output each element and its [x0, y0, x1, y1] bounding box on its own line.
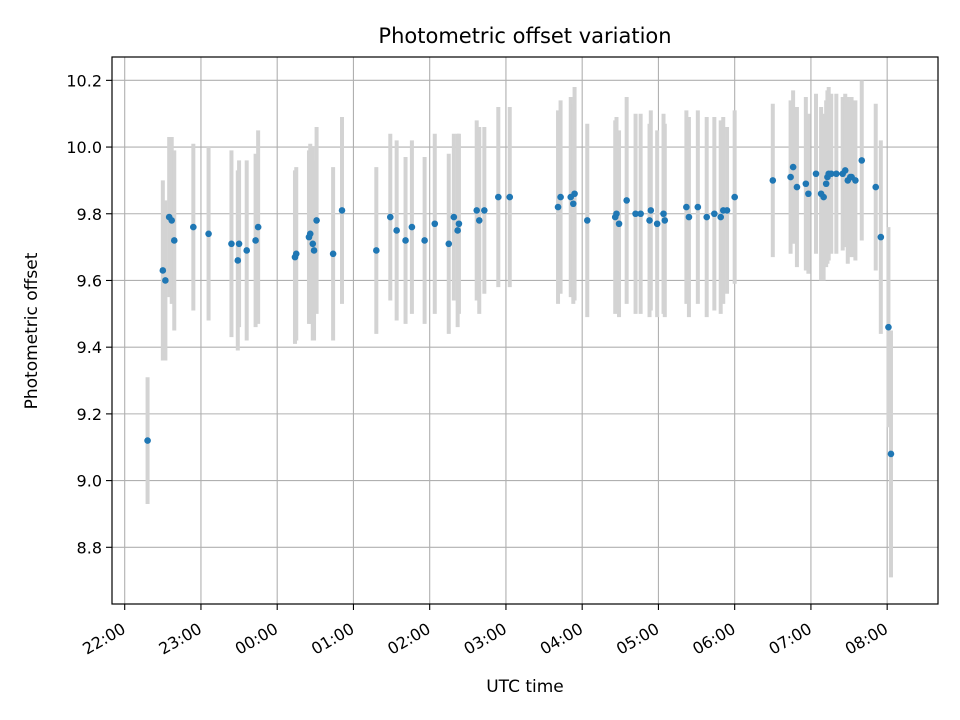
- data-point: [615, 220, 623, 228]
- data-point: [386, 213, 394, 221]
- data-point: [557, 193, 564, 201]
- data-point: [455, 220, 463, 228]
- data-point: [858, 157, 866, 164]
- data-point: [243, 247, 251, 254]
- y-axis: 8.8 9.0 9.2 9.4 9.6 9.8 10.0 10.2: [66, 71, 112, 557]
- data-point: [852, 177, 859, 184]
- data-point: [144, 437, 151, 444]
- data-point: [190, 223, 197, 231]
- data-point: [660, 210, 667, 218]
- y-tick-label: 8.8: [77, 538, 102, 557]
- data-point: [812, 170, 820, 178]
- data-point: [475, 217, 483, 224]
- data-point: [802, 180, 810, 188]
- y-tick-label: 10.0: [66, 138, 102, 157]
- data-point: [637, 210, 644, 218]
- data-point: [723, 207, 731, 214]
- data-point: [885, 323, 892, 331]
- data-point: [205, 230, 212, 238]
- data-point: [306, 230, 314, 238]
- data-point: [805, 190, 812, 198]
- data-point: [653, 220, 661, 228]
- data-point: [569, 200, 577, 208]
- data-point: [421, 237, 428, 244]
- data-point: [329, 250, 337, 258]
- data-point: [252, 237, 259, 244]
- data-point: [793, 183, 801, 191]
- data-point: [313, 217, 320, 224]
- y-tick-label: 9.6: [77, 271, 102, 290]
- data-point: [877, 233, 885, 241]
- data-point: [833, 170, 840, 178]
- data-point: [789, 163, 797, 171]
- data-point: [473, 207, 481, 214]
- y-tick-label: 10.2: [66, 71, 102, 90]
- data-point: [646, 217, 653, 224]
- data-point: [170, 237, 178, 244]
- data-point: [787, 173, 794, 181]
- data-point: [445, 240, 453, 248]
- data-point: [310, 247, 318, 254]
- data-point: [554, 203, 562, 211]
- data-point: [481, 207, 488, 214]
- data-point: [827, 170, 835, 178]
- data-point: [292, 250, 300, 258]
- data-point: [506, 193, 514, 201]
- data-points: [144, 157, 895, 458]
- chart-title: Photometric offset variation: [378, 24, 671, 48]
- data-point: [235, 240, 243, 248]
- data-point: [613, 210, 620, 218]
- y-tick-label: 9.0: [77, 472, 102, 491]
- data-point: [402, 237, 409, 244]
- y-axis-title: Photometric offset: [22, 252, 42, 409]
- data-point: [408, 223, 416, 231]
- x-axis-title: UTC time: [486, 677, 564, 697]
- data-point: [731, 193, 738, 201]
- data-point: [820, 193, 827, 201]
- data-point: [254, 223, 262, 231]
- data-point: [822, 180, 830, 188]
- y-tick-label: 9.4: [77, 338, 102, 357]
- data-point: [450, 213, 458, 221]
- data-point: [309, 240, 317, 248]
- y-tick-label: 9.8: [77, 205, 102, 224]
- data-point: [373, 247, 380, 254]
- data-point: [683, 203, 690, 211]
- data-point: [495, 193, 502, 201]
- data-point: [234, 257, 242, 264]
- data-point: [661, 217, 669, 224]
- data-point: [841, 167, 849, 174]
- data-point: [632, 210, 639, 218]
- data-point: [694, 203, 702, 211]
- data-point: [887, 450, 895, 458]
- data-point: [769, 177, 777, 184]
- data-point: [159, 267, 167, 274]
- data-point: [583, 217, 591, 224]
- y-tick-label: 9.2: [77, 405, 102, 424]
- plot-frame: [111, 56, 939, 605]
- data-point: [872, 183, 880, 191]
- data-point: [393, 227, 400, 234]
- data-point: [703, 213, 711, 221]
- data-point: [454, 227, 461, 234]
- data-point: [338, 207, 346, 214]
- data-point: [162, 277, 169, 284]
- data-point: [431, 220, 439, 228]
- data-point: [571, 190, 578, 198]
- data-point: [623, 197, 630, 204]
- data-point: [647, 207, 655, 214]
- data-point: [717, 213, 724, 221]
- data-point: [228, 240, 235, 248]
- data-point: [685, 213, 693, 221]
- data-point: [711, 210, 718, 218]
- data-point: [168, 217, 176, 224]
